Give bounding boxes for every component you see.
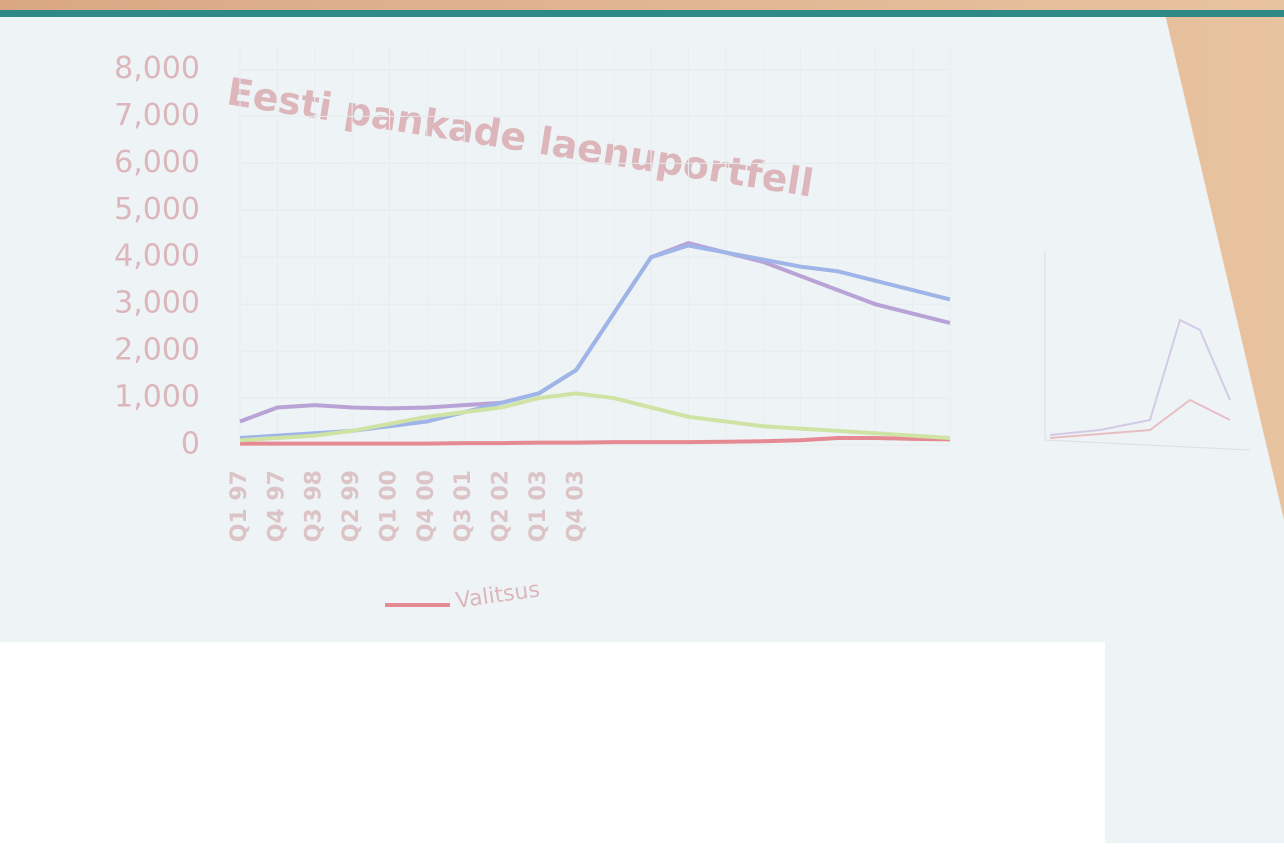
photo: Eesti pankade laenuportfell 01,0002,0003… (0, 0, 1284, 843)
y-tick-label: 8,000 (114, 51, 200, 86)
x-tick-label: Q2 02 (489, 470, 514, 542)
x-tick-label: Q4 00 (414, 470, 439, 542)
top-bar (0, 10, 1284, 17)
x-tick-label: Q1 97 (227, 470, 252, 542)
x-tick-label: Q4 03 (563, 470, 588, 542)
x-tick-label: Q4 97 (264, 470, 289, 542)
x-tick-label: Q3 98 (302, 470, 327, 542)
y-tick-label: 1,000 (114, 380, 200, 415)
x-tick-label: Q2 99 (339, 470, 364, 542)
x-tick-label: Q1 03 (526, 470, 551, 542)
y-tick-label: 6,000 (114, 145, 200, 180)
y-tick-label: 3,000 (114, 286, 200, 321)
x-tick-label: Q1 00 (376, 470, 401, 542)
y-tick-label: 5,000 (114, 192, 200, 227)
y-tick-label: 7,000 (114, 98, 200, 133)
x-tick-label: Q3 01 (451, 470, 476, 542)
blank-area (0, 642, 1105, 843)
y-tick-label: 0 (181, 427, 200, 462)
page: Eesti pankade laenuportfell 01,0002,0003… (0, 0, 1284, 843)
y-tick-label: 4,000 (114, 239, 200, 274)
y-tick-label: 2,000 (114, 333, 200, 368)
